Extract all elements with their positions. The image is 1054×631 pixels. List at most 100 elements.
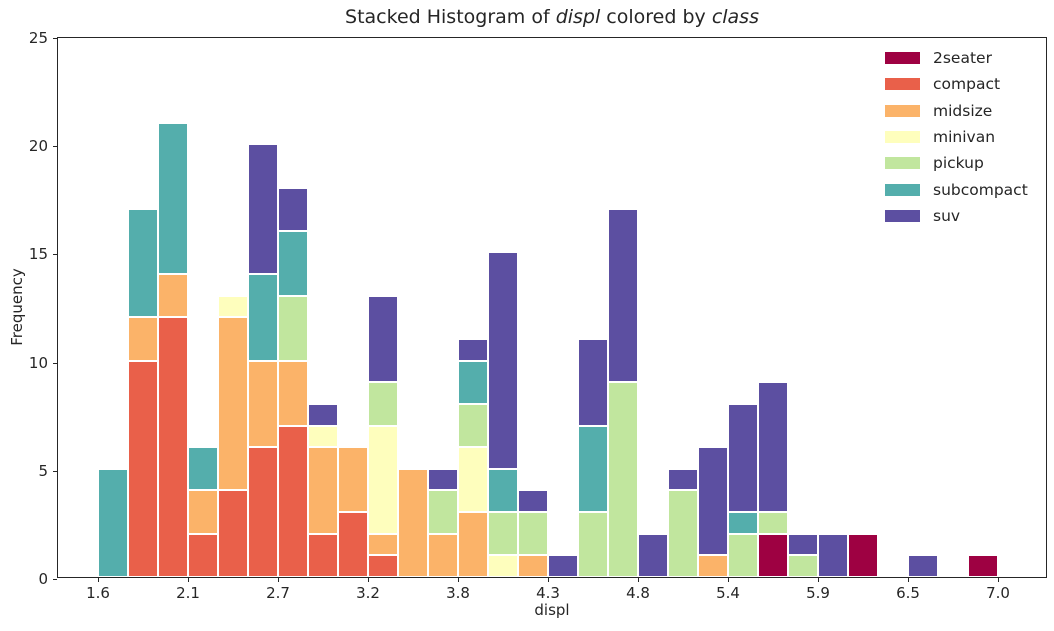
y-tick-mark <box>53 254 57 256</box>
histogram-bar-segment-suv <box>278 187 308 231</box>
chart-title: Stacked Histogram of displ colored by cl… <box>57 6 1047 28</box>
histogram-bar-segment-midsize <box>698 555 728 577</box>
histogram-bar-segment-midsize <box>398 468 428 577</box>
histogram-bar-segment-compact <box>278 425 308 577</box>
y-axis-label: Frequency <box>8 268 26 346</box>
x-tick-mark <box>368 578 369 582</box>
histogram-bar-segment-midsize <box>338 447 368 513</box>
legend-entry-compact: compact <box>885 71 1028 97</box>
legend-swatch-midsize <box>885 104 920 117</box>
histogram-bar-segment-minivan <box>368 425 398 534</box>
x-tick-label: 6.5 <box>896 584 920 602</box>
histogram-bar-segment-suv <box>788 533 818 556</box>
title-var-displ: displ <box>555 6 601 28</box>
histogram-bar-segment-midsize <box>368 533 398 556</box>
x-tick-label: 3.8 <box>446 584 470 602</box>
histogram-bar-segment-pickup <box>758 512 788 534</box>
legend-swatch-2seater <box>885 52 920 65</box>
y-tick-mark <box>53 362 57 364</box>
x-tick-mark <box>908 578 909 582</box>
histogram-bar-segment-suv <box>668 468 698 491</box>
legend-swatch-minivan <box>885 131 920 144</box>
histogram-bar-segment-2seater <box>968 555 998 577</box>
plot-area: 1.6 2.1 2.7 3.2 3.8 4.3 4.8 5.4 5.9 6.5 7.0 0 5 10 15 2… <box>29 29 1047 602</box>
title-var-class: class <box>711 6 759 28</box>
legend-label: pickup <box>933 154 984 173</box>
x-axis-label: displ <box>534 601 570 619</box>
histogram-bar-segment-compact <box>338 512 368 577</box>
y-tick-label: 5 <box>38 461 48 480</box>
histogram-bar-segment-compact <box>128 360 158 577</box>
histogram-bar-segment-subcompact <box>128 209 158 318</box>
title-middle: colored by <box>600 6 712 28</box>
legend-entry-midsize: midsize <box>885 98 1028 124</box>
histogram-bar-segment-midsize <box>428 533 458 577</box>
histogram-bar-segment-suv <box>758 382 788 513</box>
x-tick-mark <box>998 578 999 582</box>
y-tick-label: 15 <box>28 245 48 264</box>
histogram-bar-segment-suv <box>728 403 758 513</box>
histogram-bar-segment-subcompact <box>248 274 278 361</box>
histogram-bar-segment-pickup <box>728 533 758 577</box>
histogram-bar-segment-midsize <box>518 555 548 577</box>
x-tick-label: 4.8 <box>626 584 650 602</box>
x-tick-label: 7.0 <box>986 584 1010 602</box>
legend-entry-pickup: pickup <box>885 150 1028 176</box>
histogram-bar-segment-compact <box>158 317 188 577</box>
histogram-bar-segment-suv <box>518 490 548 513</box>
histogram-bar-segment-suv <box>458 338 488 361</box>
histogram-bar-segment-suv <box>638 533 668 577</box>
histogram-bar-segment-pickup <box>428 490 458 534</box>
y-tick-label: 0 <box>38 570 48 588</box>
histogram-bar-segment-pickup <box>518 512 548 556</box>
histogram-bar-segment-compact <box>248 447 278 577</box>
x-tick-label: 4.3 <box>536 584 560 602</box>
legend-swatch-compact <box>885 78 920 91</box>
legend: 2seater compact midsize minivan pickup subcom… <box>885 45 1028 229</box>
histogram-bar-segment-suv <box>368 295 398 383</box>
histogram-bar-segment-minivan <box>488 555 518 577</box>
y-tick-mark <box>53 146 57 148</box>
legend-label: compact <box>933 75 1001 94</box>
legend-swatch-pickup <box>885 157 920 170</box>
x-tick-mark <box>638 578 639 582</box>
histogram-bar-segment-compact <box>368 555 398 577</box>
x-tick-mark <box>728 578 729 582</box>
histogram-bar-segment-pickup <box>578 512 608 577</box>
y-tick-label: 10 <box>28 353 48 372</box>
histogram-bar-segment-subcompact <box>278 230 308 296</box>
x-tick-label: 5.4 <box>716 584 740 602</box>
histogram-bar-segment-subcompact <box>578 425 608 513</box>
x-tick-label: 3.2 <box>356 584 380 602</box>
histogram-bar-segment-suv <box>818 533 848 577</box>
y-tick-label: 20 <box>28 137 48 156</box>
y-tick-label: 25 <box>28 29 48 47</box>
histogram-bar-segment-suv <box>248 144 278 275</box>
histogram-bar-segment-suv <box>548 555 578 577</box>
histogram-bar-segment-suv <box>908 555 938 577</box>
histogram-bar-segment-midsize <box>128 317 158 361</box>
legend-label: suv <box>933 206 961 225</box>
histogram-bar-segment-suv <box>428 468 458 491</box>
histogram-bar-segment-pickup <box>788 555 818 577</box>
histogram-bar-segment-minivan <box>458 447 488 513</box>
histogram-bar-segment-suv <box>698 447 728 556</box>
x-tick-mark <box>818 578 819 582</box>
histogram-bar-segment-midsize <box>458 512 488 577</box>
histogram-bar-segment-pickup <box>608 382 638 577</box>
legend-entry-suv: suv <box>885 203 1028 229</box>
histogram-bar-segment-suv <box>488 252 518 469</box>
y-tick-mark <box>53 579 57 580</box>
histogram-bar-segment-2seater <box>848 533 878 577</box>
histogram-bar-segment-midsize <box>248 360 278 448</box>
histogram-bar-segment-subcompact <box>158 122 188 275</box>
x-tick-label: 1.6 <box>86 584 110 602</box>
histogram-bar-segment-compact <box>308 533 338 577</box>
title-prefix: Stacked Histogram of <box>345 6 556 28</box>
y-tick-mark <box>53 470 57 472</box>
x-tick-label: 2.1 <box>176 584 200 602</box>
histogram-bar-segment-suv <box>578 338 608 426</box>
legend-entry-minivan: minivan <box>885 124 1028 150</box>
legend-label: subcompact <box>933 180 1028 199</box>
